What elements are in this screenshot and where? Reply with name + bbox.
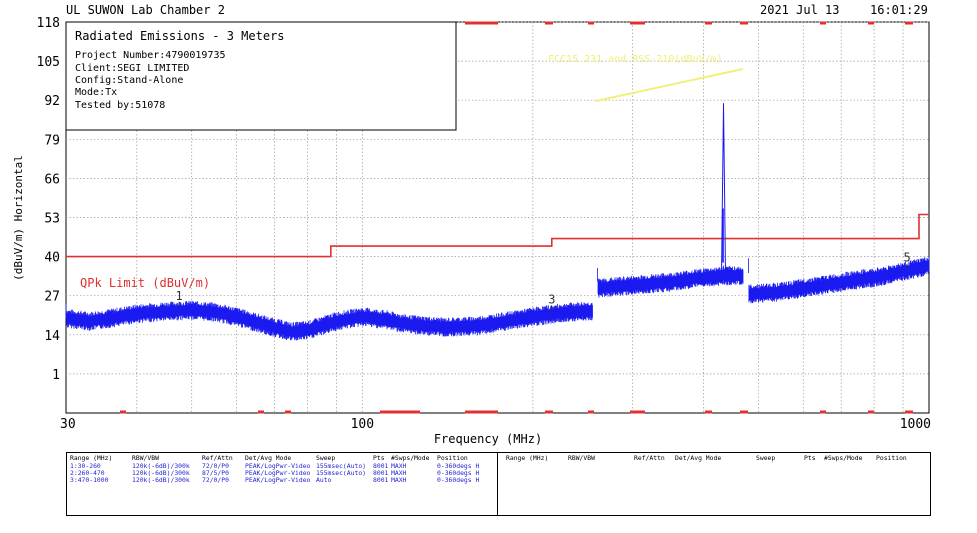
rhdr-pts: Pts [804, 454, 816, 462]
row1-ref: 72/0/P0 [202, 462, 229, 470]
row3-det: PEAK/LogPwr-Video [245, 476, 311, 484]
row1-position: 0-360degs H [437, 462, 480, 470]
x-tick-label: 30 [60, 417, 76, 432]
emission-spike [721, 103, 727, 275]
limit-label: QPk Limit (dBuV/m) [80, 276, 210, 290]
marker-label: 3 [548, 293, 555, 307]
rhdr-ref: Ref/Attn [634, 454, 665, 462]
rhdr-swps: #Swps/Mode [824, 454, 863, 462]
hdr-det: Det/Avg Mode [245, 454, 292, 462]
settings-table: Range (MHz) RBW/VBW Ref/Attn Det/Avg Mod… [66, 452, 931, 516]
hdr-sweep: Sweep [316, 454, 336, 462]
emission-trace-segment [748, 256, 930, 304]
row2-det: PEAK/LogPwr-Video [245, 469, 311, 477]
marker-group: 1 3 5 [175, 251, 911, 312]
emission-trace-segment [597, 265, 744, 298]
info-line-tester: Tested by:51078 [75, 100, 165, 111]
row3-sweep: Auto [316, 476, 332, 484]
rhdr-det: Det/Avg Mode [675, 454, 722, 462]
lab-title: UL SUWON Lab Chamber 2 [66, 3, 225, 17]
row3-pts: 8001 [373, 476, 389, 484]
emission-trace-group [65, 103, 930, 341]
info-line-project: Project Number:4790019735 [75, 50, 226, 61]
row2-swps: MAXH [391, 469, 407, 477]
row1-sweep: 155msec(Auto) [316, 462, 367, 470]
hdr-pts: Pts [373, 454, 385, 462]
info-line-config: Config:Stand-Alone [75, 75, 183, 86]
row1-det: PEAK/LogPwr-Video [245, 462, 311, 470]
row1-rbw: 120k(-6dB)/300k [132, 462, 190, 470]
row2-ref: 87/5/P0 [202, 469, 229, 477]
hdr-position: Position [437, 454, 468, 462]
marker-label: 5 [904, 251, 911, 265]
annotation-text: FCC15.231 and RSS-210(dBuV/m) [548, 54, 723, 65]
row1-range: 1:30-260 [70, 462, 101, 470]
row3-ref: 72/0/P0 [202, 476, 229, 484]
y-tick-label: 1 [52, 368, 60, 383]
y-tick-label: 53 [44, 212, 60, 227]
qpk-limit-line [66, 213, 929, 258]
hdr-ref: Ref/Attn [202, 454, 233, 462]
settings-right: Range (MHz) RBW/VBW Ref/Attn Det/Avg Mod… [498, 453, 930, 515]
limit-line-group [66, 213, 929, 258]
hdr-swps: #Swps/Mode [391, 454, 430, 462]
info-line-mode: Mode:Tx [75, 87, 117, 98]
y-tick-label: 40 [44, 251, 60, 266]
table-divider [497, 453, 498, 515]
annotation-line [595, 68, 744, 102]
y-tick-label: 27 [44, 290, 60, 305]
x-tick-label: 1000 [900, 417, 931, 432]
row2-pts: 8001 [373, 469, 389, 477]
hdr-rbw: RBW/VBW [132, 454, 159, 462]
row2-position: 0-360degs H [437, 469, 480, 477]
row2-range: 2:260-470 [70, 469, 105, 477]
x-axis-label: Frequency (MHz) [434, 432, 542, 446]
marker-label: 1 [175, 289, 182, 303]
row3-position: 0-360degs H [437, 476, 480, 484]
y-axis-label: (dBuV/m) Horizontal [12, 155, 25, 281]
rhdr-position: Position [876, 454, 907, 462]
row1-swps: MAXH [391, 462, 407, 470]
row2-sweep: 155msec(Auto) [316, 469, 367, 477]
row1-pts: 8001 [373, 462, 389, 470]
rhdr-sweep: Sweep [756, 454, 776, 462]
y-tick-label: 79 [44, 133, 60, 148]
y-tick-label: 92 [44, 94, 60, 109]
info-title: Radiated Emissions - 3 Meters [75, 29, 285, 43]
info-box [65, 21, 457, 131]
x-tick-label: 100 [351, 417, 374, 432]
y-tick-label: 14 [44, 329, 60, 344]
date-label: 2021 Jul 13 [760, 3, 839, 17]
info-line-client: Client:SEGI LIMITED [75, 63, 189, 74]
row3-range: 3:470-1000 [70, 476, 109, 484]
rhdr-rbw: RBW/VBW [568, 454, 595, 462]
rhdr-range: Range (MHz) [506, 454, 549, 462]
y-tick-label: 105 [37, 55, 60, 70]
settings-left: Range (MHz) RBW/VBW Ref/Attn Det/Avg Mod… [67, 453, 497, 515]
row2-rbw: 120k(-6dB)/300k [132, 469, 190, 477]
row3-swps: MAXH [391, 476, 407, 484]
y-tick-labels: 118 105 92 79 66 53 40 27 14 1 [37, 16, 61, 383]
x-tick-labels: 30 100 1000 [60, 417, 931, 432]
y-tick-label: 118 [37, 16, 60, 31]
hdr-range: Range (MHz) [70, 454, 113, 462]
time-label: 16:01:29 [870, 3, 928, 17]
row3-rbw: 120k(-6dB)/300k [132, 476, 190, 484]
emission-trace-segment [65, 300, 593, 341]
y-tick-label: 66 [44, 172, 60, 187]
